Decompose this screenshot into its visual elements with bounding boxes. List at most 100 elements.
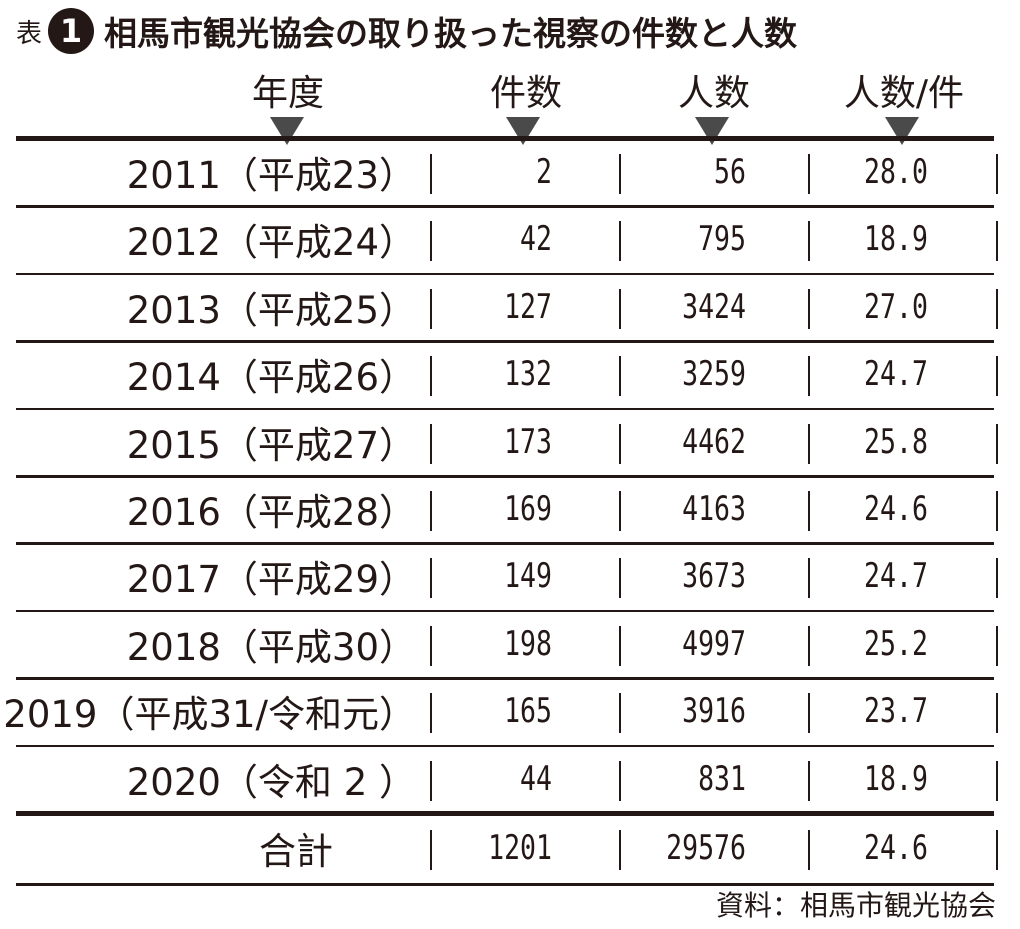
people-cell: 4997 — [682, 623, 746, 664]
row-divider — [16, 272, 994, 276]
year-cell: 2016（平成28） — [126, 491, 416, 534]
column-separator — [996, 423, 998, 464]
year-cell: 2015（平成27） — [126, 423, 416, 467]
ratio-cell: 24.7 — [864, 556, 928, 597]
column-separator — [808, 154, 810, 194]
column-separator — [619, 830, 621, 870]
ratio-cell: 23.7 — [864, 691, 928, 732]
total-top-rule — [16, 811, 994, 816]
column-separator — [619, 760, 621, 801]
column-separator — [619, 423, 621, 464]
table-bottom-rule — [16, 883, 994, 886]
count-cell: 1201 — [488, 828, 552, 868]
people-cell: 3673 — [682, 556, 746, 597]
column-separator — [430, 221, 432, 262]
column-separator — [619, 154, 621, 194]
title-prefix: 表 — [16, 18, 43, 49]
people-cell: 3424 — [682, 286, 746, 327]
header-year: 年度 — [251, 73, 324, 114]
people-cell: 56 — [714, 152, 746, 192]
column-separator — [996, 491, 998, 531]
row-divider — [16, 407, 994, 411]
count-cell: 2 — [536, 152, 552, 192]
column-separator — [619, 693, 621, 734]
people-cell: 3916 — [682, 691, 746, 732]
column-separator — [430, 693, 432, 734]
row-divider — [16, 677, 994, 680]
column-separator — [996, 288, 998, 329]
year-cell: 2020（令和 2 ） — [126, 760, 416, 804]
year-cell: 2012（平成24） — [126, 221, 416, 265]
column-separator — [619, 491, 621, 531]
table-row: 2020（令和 2 ） 44 831 18.9 — [16, 747, 998, 811]
row-divider — [16, 205, 994, 208]
ratio-cell: 24.6 — [864, 489, 928, 529]
column-separator — [996, 625, 998, 666]
count-cell: 173 — [504, 421, 552, 462]
column-separator — [996, 760, 998, 801]
table-row: 2014（平成26） 132 3259 24.7 — [16, 342, 998, 406]
column-separator — [619, 288, 621, 329]
table-top-rule — [16, 136, 994, 141]
table-row: 2013（平成25） 127 3424 27.0 — [16, 275, 998, 339]
count-cell: 169 — [504, 489, 552, 529]
count-cell: 127 — [504, 286, 552, 327]
count-cell: 149 — [504, 556, 552, 597]
row-divider — [16, 609, 994, 613]
header-count: 件数 — [489, 73, 562, 114]
table-row: 2012（平成24） 42 795 18.9 — [16, 207, 998, 271]
column-separator — [808, 693, 810, 734]
column-separator — [808, 625, 810, 666]
column-separator — [996, 154, 998, 194]
column-separator — [996, 693, 998, 734]
column-separator — [808, 221, 810, 262]
column-separator — [996, 558, 998, 599]
row-divider — [16, 475, 994, 478]
table-row: 2018（平成30） 198 4997 25.2 — [16, 612, 998, 676]
ratio-cell: 18.9 — [864, 758, 928, 799]
row-divider — [16, 542, 994, 545]
column-separator — [996, 830, 998, 870]
column-separator — [619, 625, 621, 666]
people-cell: 3259 — [682, 354, 746, 395]
table-row: 2015（平成27） 173 4462 25.8 — [16, 410, 998, 474]
total-row: 合計 1201 29576 24.6 — [16, 816, 998, 880]
total-label: 合計 — [259, 830, 333, 873]
column-separator — [808, 288, 810, 329]
column-separator — [430, 760, 432, 801]
year-cell: 2018（平成30） — [126, 625, 416, 669]
column-separator — [430, 356, 432, 397]
column-separator — [996, 356, 998, 397]
column-separator — [619, 221, 621, 262]
column-separator — [808, 830, 810, 870]
header-people: 人数 — [677, 73, 750, 114]
column-separator — [430, 830, 432, 870]
column-separator — [808, 423, 810, 464]
row-divider — [16, 744, 994, 748]
people-cell: 4462 — [682, 421, 746, 462]
people-cell: 29576 — [666, 828, 746, 868]
people-cell: 4163 — [682, 489, 746, 529]
year-cell: 2019（平成31/令和元） — [3, 693, 416, 737]
table-row: 2016（平成28） 169 4163 24.6 — [16, 477, 998, 541]
column-separator — [430, 423, 432, 464]
ratio-cell: 28.0 — [864, 152, 928, 192]
count-cell: 42 — [520, 219, 552, 260]
table-number-badge: 1 — [48, 8, 95, 54]
column-separator — [430, 625, 432, 666]
year-cell: 2014（平成26） — [126, 356, 416, 400]
column-separator — [808, 558, 810, 599]
row-divider — [16, 340, 994, 343]
ratio-cell: 18.9 — [864, 219, 928, 260]
source-note: 資料：相馬市観光協会 — [715, 889, 996, 922]
year-cell: 2013（平成25） — [126, 288, 416, 332]
table-row: 2019（平成31/令和元） 165 3916 23.7 — [3, 679, 998, 743]
people-cell: 831 — [698, 758, 746, 799]
column-separator — [430, 288, 432, 329]
title-text: 相馬市観光協会の取り扱った視察の件数と人数 — [104, 14, 798, 53]
column-separator — [430, 154, 432, 194]
column-separator — [619, 356, 621, 397]
ratio-cell: 24.6 — [864, 828, 928, 868]
year-cell: 2017（平成29） — [126, 558, 416, 602]
ratio-cell: 25.2 — [864, 623, 928, 664]
